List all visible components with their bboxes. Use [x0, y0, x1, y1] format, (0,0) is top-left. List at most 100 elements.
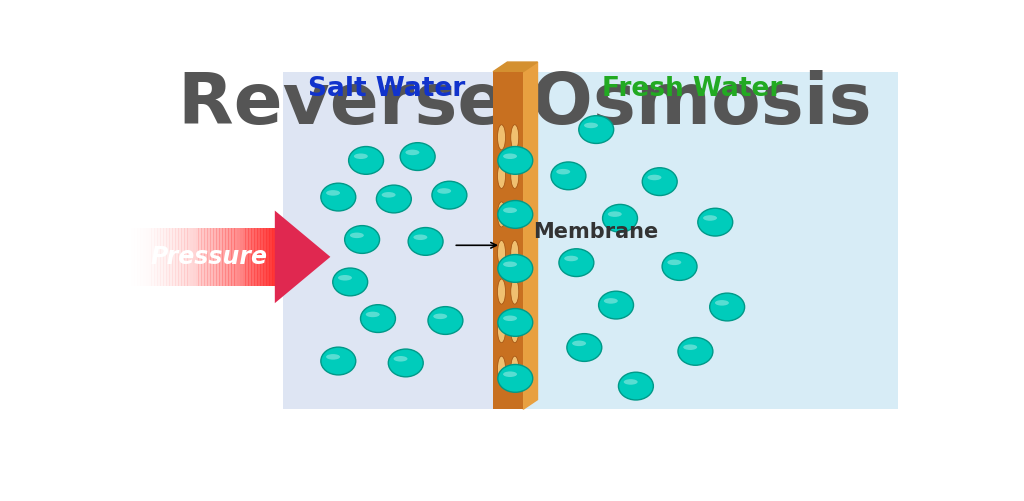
Polygon shape: [494, 62, 538, 72]
Ellipse shape: [498, 146, 532, 174]
Bar: [257, 228, 261, 286]
Bar: [251, 228, 255, 286]
Bar: [272, 228, 275, 286]
Bar: [189, 228, 194, 286]
Ellipse shape: [663, 253, 697, 281]
Ellipse shape: [683, 344, 697, 350]
Ellipse shape: [498, 318, 506, 343]
Bar: [207, 228, 211, 286]
Ellipse shape: [567, 334, 602, 361]
Ellipse shape: [432, 181, 467, 209]
Ellipse shape: [511, 356, 519, 381]
Ellipse shape: [710, 293, 744, 321]
Text: Fresh Water: Fresh Water: [602, 76, 782, 102]
Bar: [166, 228, 170, 286]
Ellipse shape: [511, 279, 519, 304]
Text: Membrane: Membrane: [532, 222, 658, 242]
Ellipse shape: [498, 365, 532, 392]
Ellipse shape: [556, 169, 570, 174]
Ellipse shape: [498, 255, 532, 283]
Ellipse shape: [345, 225, 380, 254]
Bar: [269, 228, 272, 286]
Ellipse shape: [608, 211, 622, 217]
Ellipse shape: [618, 372, 653, 400]
Ellipse shape: [326, 354, 340, 360]
Bar: [225, 228, 228, 286]
Polygon shape: [274, 210, 331, 303]
Bar: [210, 228, 214, 286]
Ellipse shape: [503, 207, 517, 213]
Ellipse shape: [498, 240, 506, 266]
Bar: [163, 228, 167, 286]
Ellipse shape: [400, 143, 435, 170]
Ellipse shape: [498, 202, 506, 227]
Bar: [134, 228, 137, 286]
Bar: [158, 228, 161, 286]
Ellipse shape: [498, 163, 506, 188]
Bar: [216, 228, 220, 286]
Bar: [260, 228, 264, 286]
Bar: [128, 228, 132, 286]
Ellipse shape: [624, 379, 638, 385]
Bar: [199, 228, 202, 286]
Bar: [230, 228, 234, 286]
Bar: [263, 228, 267, 286]
Ellipse shape: [511, 240, 519, 266]
Ellipse shape: [503, 371, 517, 377]
Ellipse shape: [604, 298, 617, 304]
Bar: [266, 228, 269, 286]
Bar: [233, 228, 238, 286]
Ellipse shape: [511, 125, 519, 150]
Ellipse shape: [338, 275, 352, 281]
Ellipse shape: [321, 347, 355, 375]
Bar: [152, 228, 156, 286]
Bar: [193, 228, 197, 286]
Ellipse shape: [697, 208, 733, 236]
Bar: [186, 228, 190, 286]
Bar: [202, 228, 205, 286]
Bar: [240, 228, 244, 286]
Ellipse shape: [579, 116, 613, 143]
Bar: [246, 228, 249, 286]
Bar: [227, 228, 231, 286]
Ellipse shape: [393, 356, 408, 362]
Bar: [142, 228, 146, 286]
Bar: [283, 72, 509, 409]
Ellipse shape: [414, 234, 427, 240]
Text: Salt Water: Salt Water: [308, 76, 466, 102]
Ellipse shape: [559, 249, 594, 277]
Ellipse shape: [511, 202, 519, 227]
Ellipse shape: [409, 227, 443, 256]
Bar: [137, 228, 140, 286]
Bar: [517, 72, 898, 409]
Ellipse shape: [326, 190, 340, 196]
Bar: [169, 228, 173, 286]
Ellipse shape: [647, 175, 662, 180]
Bar: [219, 228, 223, 286]
Ellipse shape: [572, 341, 586, 346]
Bar: [148, 228, 153, 286]
Ellipse shape: [350, 232, 364, 238]
Bar: [494, 72, 523, 409]
Bar: [178, 228, 181, 286]
Bar: [145, 228, 150, 286]
Bar: [205, 228, 208, 286]
Ellipse shape: [678, 338, 713, 365]
Ellipse shape: [428, 307, 463, 334]
Ellipse shape: [433, 314, 447, 319]
Ellipse shape: [377, 185, 412, 213]
Ellipse shape: [584, 123, 598, 128]
Bar: [183, 228, 187, 286]
Ellipse shape: [366, 312, 380, 317]
Ellipse shape: [551, 162, 586, 190]
Ellipse shape: [668, 260, 681, 265]
Text: Pressure: Pressure: [151, 245, 267, 269]
Ellipse shape: [498, 279, 506, 304]
Ellipse shape: [511, 163, 519, 188]
Ellipse shape: [354, 153, 368, 159]
Ellipse shape: [498, 356, 506, 381]
Bar: [172, 228, 176, 286]
Ellipse shape: [703, 215, 717, 221]
Bar: [131, 228, 135, 286]
Ellipse shape: [388, 349, 423, 377]
